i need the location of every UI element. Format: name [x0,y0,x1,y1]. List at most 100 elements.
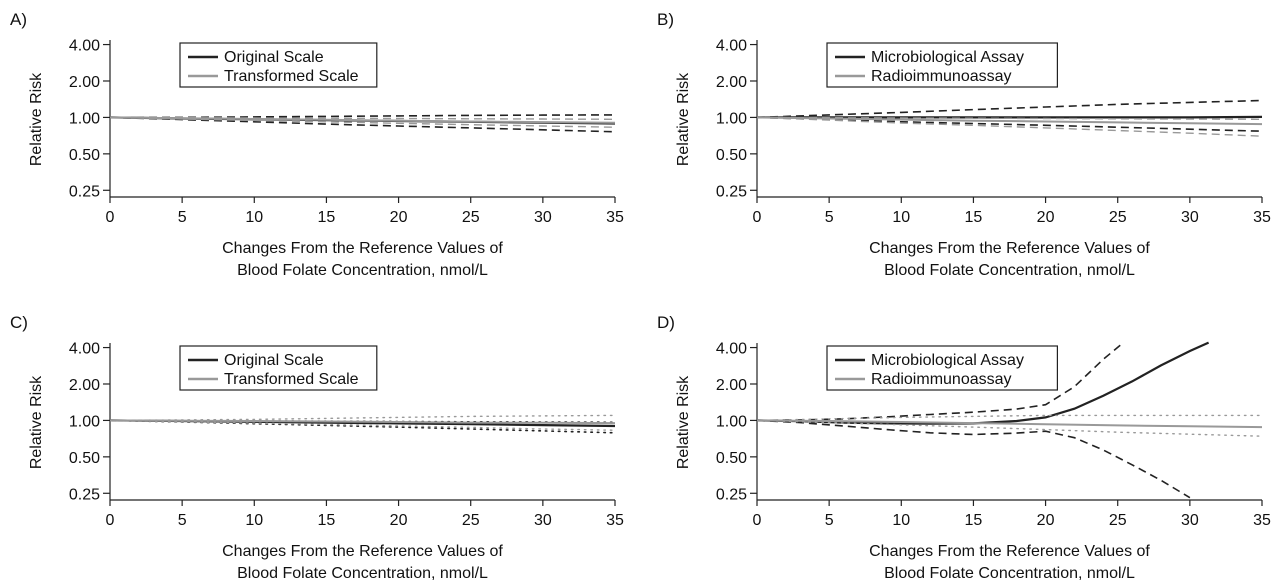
x-tick-label: 25 [1109,512,1127,529]
chart-panel: C) 0.25 0.50 1.00 2.00 4.00 0 5 10 15 20 25 30 35 Rela… [10,313,624,582]
series-group [110,114,616,133]
x-tick-label: 35 [1253,512,1271,529]
x-tick-label: 10 [245,512,263,529]
legend: Original Scale Transformed Scale [179,345,378,391]
x-tick-label: 15 [318,209,336,226]
series-line [110,114,616,119]
y-tick-label: 2.00 [716,74,747,91]
x-axis-label: Changes From the Reference Values of [869,240,1150,257]
x-tick-label: 25 [462,209,480,226]
x-tick-label: 10 [245,209,263,226]
panel-label: C) [10,313,28,332]
x-axis-label: Blood Folate Concentration, nmol/L [237,565,488,582]
y-tick-label: 2.00 [69,377,100,394]
x-tick-label: 30 [534,512,552,529]
series-line [110,414,616,422]
series-line [757,419,1263,429]
legend: Original Scale Transformed Scale [179,42,378,88]
x-tick-label: 5 [825,209,834,226]
y-tick-label: 2.00 [69,74,100,91]
x-axis-label: Changes From the Reference Values of [869,543,1150,560]
y-tick-label: 0.50 [69,147,100,164]
legend-label: Radioimmunoassay [871,68,1012,85]
y-tick-label: 2.00 [716,377,747,394]
series-line [110,419,616,425]
y-tick-label: 4.00 [69,38,100,55]
series-line [110,116,616,133]
legend-label: Transformed Scale [224,68,359,85]
y-tick-label: 4.00 [69,341,100,358]
x-axis-label: Changes From the Reference Values of [222,543,503,560]
legend: Microbiological Assay Radioimmunoassay [826,345,1058,391]
legend-box [826,345,1058,391]
x-axis-label: Blood Folate Concentration, nmol/L [884,262,1135,279]
y-axis-label: Relative Risk [675,72,692,166]
x-tick-label: 0 [753,512,762,529]
series-line [757,341,1210,425]
y-tick-label: 4.00 [716,38,747,55]
y-tick-label: 0.50 [716,450,747,467]
x-tick-label: 35 [606,209,624,226]
x-tick-label: 15 [965,209,983,226]
legend-box [179,345,378,391]
legend-label: Original Scale [224,352,324,369]
y-axis-label: Relative Risk [675,375,692,469]
x-tick-label: 15 [965,512,983,529]
x-axis-label: Changes From the Reference Values of [222,240,503,257]
x-tick-label: 25 [462,512,480,529]
y-tick-label: 0.25 [716,183,747,200]
y-tick-label: 1.00 [716,110,747,127]
series-line [110,419,616,431]
x-tick-label: 30 [1181,209,1199,226]
legend-label: Microbiological Assay [871,352,1024,369]
x-tick-label: 20 [1037,209,1055,226]
series-line [757,116,1263,137]
x-axis-label: Blood Folate Concentration, nmol/L [884,565,1135,582]
x-tick-label: 25 [1109,209,1127,226]
series-line [757,99,1263,119]
x-tick-label: 0 [753,209,762,226]
panel-label: B) [657,10,674,29]
y-axis-label: Relative Risk [28,375,45,469]
legend-label: Microbiological Assay [871,49,1024,66]
x-tick-label: 0 [106,512,115,529]
y-tick-label: 0.25 [69,486,100,503]
series-line [757,116,1263,120]
y-axis-label: Relative Risk [28,72,45,166]
y-tick-label: 0.25 [716,486,747,503]
series-group [110,414,616,434]
y-tick-label: 0.50 [716,147,747,164]
x-tick-label: 20 [390,209,408,226]
y-tick-label: 4.00 [716,341,747,358]
legend-label: Original Scale [224,49,324,66]
series-line [757,116,1263,126]
x-tick-label: 5 [178,512,187,529]
series-group [757,341,1263,499]
chart-panel: B) 0.25 0.50 1.00 2.00 4.00 0 5 10 15 20 25 30 35 Rela… [657,10,1271,279]
x-tick-label: 5 [825,512,834,529]
x-tick-label: 5 [178,209,187,226]
x-tick-label: 20 [390,512,408,529]
series-line [757,419,1263,437]
panel-label: A) [10,10,27,29]
x-tick-label: 30 [534,209,552,226]
chart-panel: A) 0.25 0.50 1.00 2.00 4.00 0 5 10 15 20 25 30 35 Rela… [10,10,624,279]
y-tick-label: 1.00 [69,413,100,430]
x-tick-label: 15 [318,512,336,529]
legend-box [179,42,378,88]
x-axis-label: Blood Folate Concentration, nmol/L [237,262,488,279]
legend-label: Transformed Scale [224,371,359,388]
x-tick-label: 0 [106,209,115,226]
x-tick-label: 30 [1181,512,1199,529]
chart-panel: D) 0.25 0.50 1.00 2.00 4.00 0 5 10 15 20 25 30 35 Rela… [657,313,1271,582]
x-tick-label: 10 [892,512,910,529]
x-tick-label: 10 [892,209,910,226]
panel-label: D) [657,313,675,332]
series-line [110,116,616,128]
series-group [757,99,1263,137]
y-tick-label: 1.00 [69,110,100,127]
series-line [757,414,1263,422]
legend-label: Radioimmunoassay [871,371,1012,388]
x-tick-label: 20 [1037,512,1055,529]
